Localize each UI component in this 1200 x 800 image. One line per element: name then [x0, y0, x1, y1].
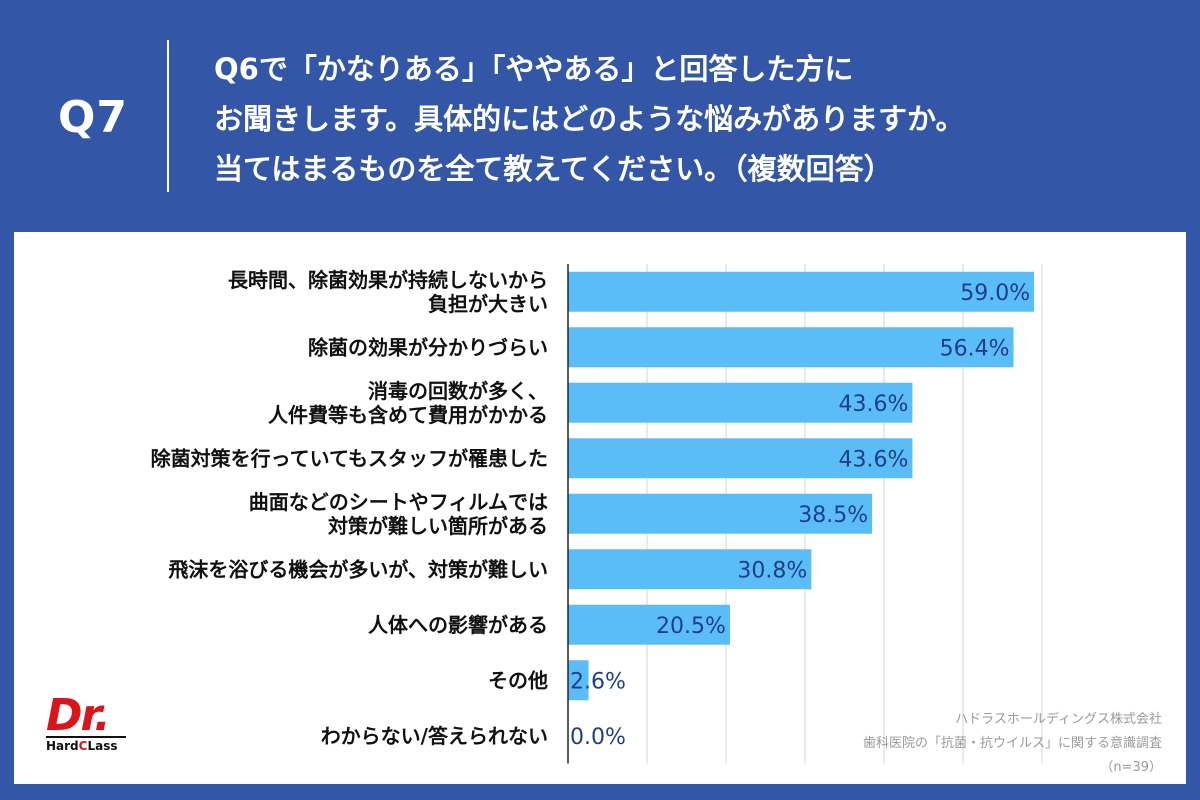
category-label: 飛沫を浴びる機会が多いが、対策が難しい — [168, 557, 548, 581]
source-note: ハドラスホールディングス株式会社 歯科医院の「抗菌・抗ウイルス」に関する意識調査… — [863, 708, 1162, 780]
bar — [568, 382, 913, 423]
data-label: 2.6% — [570, 669, 626, 694]
category-label: 対策が難しい箇所がある — [327, 514, 548, 538]
source-survey: 歯科医院の「抗菌・抗ウイルス」に関する意識調査 — [862, 736, 1162, 751]
source-sample-size: （n=39） — [1100, 760, 1162, 775]
data-label: 43.6% — [839, 447, 909, 472]
bar — [568, 493, 873, 534]
data-label: 56.4% — [940, 336, 1010, 361]
logo-wordmark: HardCLass — [46, 736, 126, 753]
bar — [568, 271, 1035, 312]
question-text: Q6で「かなりある」「ややある」と回答した方に お聞きします。具体的にはどのよう… — [214, 44, 1174, 194]
header: Q7 Q6で「かなりある」「ややある」と回答した方に お聞きします。具体的にはど… — [0, 0, 1200, 230]
data-label: 0.0% — [570, 725, 626, 750]
category-label: 人体への影響がある — [368, 613, 548, 637]
data-label: 59.0% — [960, 281, 1030, 306]
header-divider — [167, 40, 169, 192]
question-line: Q6で「かなりある」「ややある」と回答した方に — [214, 52, 854, 86]
category-label: 除菌対策を行っていてもスタッフが罹患した — [151, 446, 548, 470]
data-label: 30.8% — [737, 558, 807, 583]
question-line: お聞きします。具体的にはどのような悩みがありますか。 — [214, 102, 965, 136]
category-label: 人件費等も含めて費用がかかる — [268, 403, 548, 427]
bar — [568, 660, 589, 701]
data-label: 38.5% — [798, 503, 868, 528]
category-label: 負担が大きい — [428, 292, 548, 316]
category-label: 曲面などのシートやフィルムでは — [249, 490, 548, 514]
data-label: 43.6% — [839, 392, 909, 417]
question-number: Q7 — [58, 92, 129, 143]
data-label: 20.5% — [656, 614, 726, 639]
category-label: わからない/答えられない — [321, 724, 548, 748]
bar — [568, 549, 812, 590]
category-label: 消毒の回数が多く、 — [368, 379, 548, 403]
bar — [568, 327, 1014, 368]
logo-mark: Dr. — [46, 690, 111, 741]
category-label: その他 — [488, 668, 548, 692]
dr-hardclass-logo: Dr. HardCLass — [46, 690, 126, 753]
category-label: 長時間、除菌効果が持続しないから — [228, 268, 548, 292]
question-line: 当てはまるものを全て教えてください。（複数回答） — [214, 152, 893, 186]
source-company: ハドラスホールディングス株式会社 — [955, 712, 1162, 727]
bar — [568, 438, 913, 479]
bar — [568, 604, 730, 645]
category-label: 除菌の効果が分かりづらい — [308, 335, 548, 359]
